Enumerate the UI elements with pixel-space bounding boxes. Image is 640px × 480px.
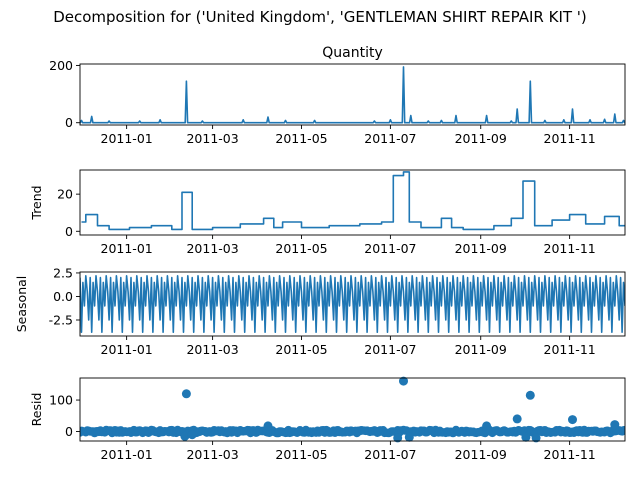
- xtick-label-trend-5: 2011-11: [544, 241, 596, 256]
- xtick-label-trend-4: 2011-09: [455, 241, 507, 256]
- xtick-label-seasonal-5: 2011-11: [544, 342, 596, 357]
- xtick-label-trend-3: 2011-07: [364, 241, 416, 256]
- resid-outlier-1: [180, 431, 190, 441]
- resid-outlier-4: [393, 433, 403, 443]
- resid-outlier-8: [512, 414, 522, 424]
- ytick-label-seasonal-1: 0.0: [53, 289, 73, 304]
- xtick-label-resid-0: 2011-01: [101, 447, 153, 462]
- resid-outlier-9: [521, 432, 531, 442]
- xtick-label-seasonal-2: 2011-05: [275, 342, 327, 357]
- resid-point: [620, 425, 625, 435]
- ytick-label-resid-1: 100: [49, 393, 73, 408]
- panel-trend: Trend 0 20 2011-01 2011-03 2011-05 2011-07 2011…: [29, 169, 626, 256]
- panel-resid: Resid 0 100 2011-01 2011-03 2011-05 2011-07 201…: [29, 376, 626, 462]
- xtick-label-observed-5: 2011-11: [544, 131, 596, 146]
- ytick-label-trend-1: 20: [57, 187, 73, 202]
- plot-area-trend: [81, 171, 625, 231]
- xtick-label-resid-4: 2011-09: [455, 447, 507, 462]
- xtick-label-seasonal-0: 2011-01: [101, 342, 153, 357]
- ylabel-resid: Resid: [29, 393, 44, 427]
- figure-suptitle: Decomposition for ('United Kingdom', 'GE…: [53, 8, 587, 26]
- axes-frame-observed: [79, 63, 626, 126]
- xtick-label-observed-1: 2011-03: [186, 131, 238, 146]
- xtick-label-observed-2: 2011-05: [275, 131, 327, 146]
- xtick-label-resid-1: 2011-03: [186, 447, 238, 462]
- resid-outlier-2: [187, 430, 197, 440]
- trend-line: [81, 171, 625, 231]
- resid-outlier-12: [568, 415, 577, 425]
- resid-outlier-5: [399, 376, 408, 386]
- seasonal-line: [80, 274, 625, 334]
- xtick-label-resid-5: 2011-11: [544, 447, 596, 462]
- xtick-label-observed-0: 2011-01: [101, 131, 153, 146]
- ytick-label-seasonal-2: -2.5: [49, 313, 73, 328]
- resid-outlier-6: [404, 432, 414, 442]
- ylabel-trend: Trend: [29, 185, 44, 220]
- plot-area-observed: [80, 66, 625, 124]
- xtick-label-observed-4: 2011-09: [455, 131, 507, 146]
- xtick-label-trend-0: 2011-01: [101, 241, 153, 256]
- resid-outlier-3: [263, 421, 273, 431]
- resid-outlier-10: [525, 390, 535, 400]
- ytick-label-seasonal-0: 2.5: [53, 265, 73, 280]
- axes-frame-seasonal: [79, 271, 626, 337]
- ylabel-seasonal: Seasonal: [14, 276, 29, 333]
- ytick-label-resid-0: 0: [65, 424, 73, 439]
- axes-frame-resid: [79, 377, 626, 442]
- xtick-label-trend-1: 2011-03: [186, 241, 238, 256]
- resid-outlier-13: [610, 420, 620, 430]
- xtick-label-seasonal-1: 2011-03: [186, 342, 238, 357]
- xtick-label-observed-3: 2011-07: [364, 131, 416, 146]
- xtick-label-seasonal-4: 2011-09: [455, 342, 507, 357]
- panel-seasonal: Seasonal 2.5 0.0 -2.5 2011-01 2011-03 2011-05 2…: [14, 265, 626, 357]
- resid-outlier-7: [482, 421, 492, 431]
- ytick-label-trend-0: 0: [65, 224, 73, 239]
- xtick-label-resid-3: 2011-07: [364, 447, 416, 462]
- panel-observed: Quantity 0 200 2011-01 2011-03 2011-05 2011-07…: [49, 45, 626, 146]
- observed-line: [80, 66, 625, 124]
- xtick-label-trend-2: 2011-05: [275, 241, 327, 256]
- xtick-label-resid-2: 2011-05: [275, 447, 327, 462]
- ytick-label-observed-0: 0: [65, 115, 73, 130]
- ytick-label-observed-1: 200: [49, 58, 73, 73]
- plot-area-seasonal: [80, 274, 625, 334]
- axes-frame-trend: [79, 169, 626, 236]
- xtick-label-seasonal-3: 2011-07: [364, 342, 416, 357]
- resid-outlier-11: [531, 433, 541, 443]
- panel-title-observed: Quantity: [322, 45, 383, 61]
- plot-area-resid: [80, 425, 625, 438]
- resid-outlier-0: [181, 389, 191, 399]
